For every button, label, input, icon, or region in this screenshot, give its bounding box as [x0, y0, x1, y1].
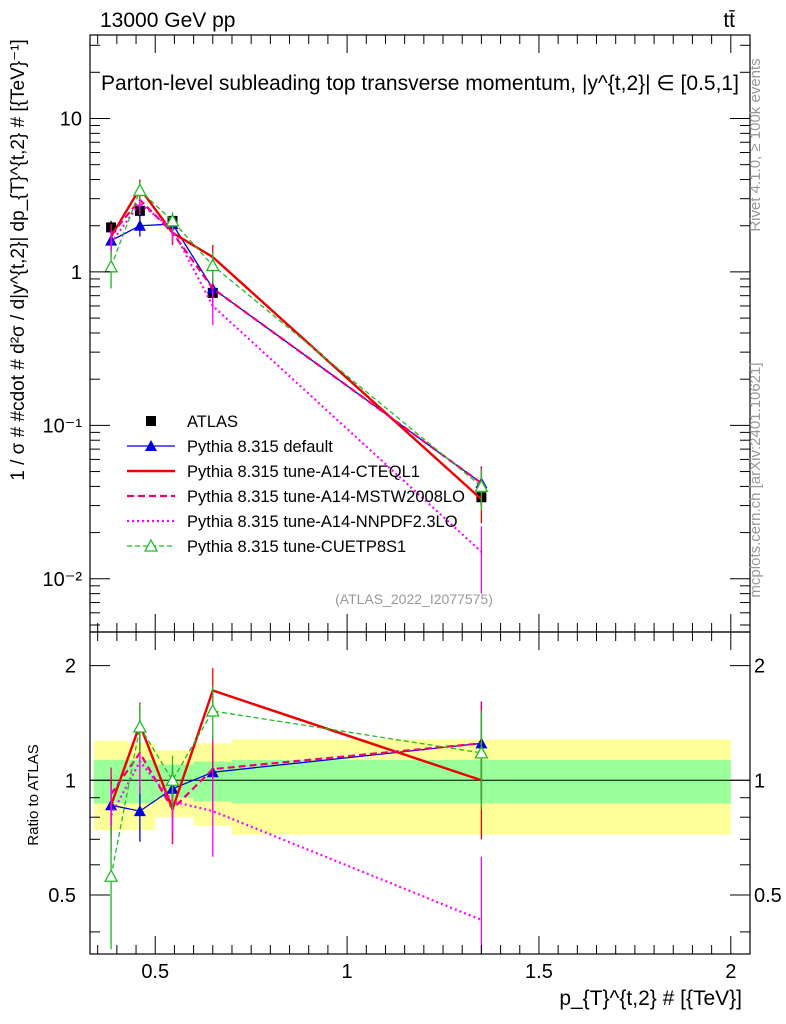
main-series-default [105, 214, 488, 506]
main-y-axis-label: 1 / σ # #cdot # d²σ / d|y^{t,2}| dp_{T}^… [8, 39, 29, 480]
x-tick-label: 1.5 [525, 961, 553, 983]
legend-marker-cuetp8s1 [143, 538, 159, 552]
main-series-cuetp8s1 [104, 182, 489, 511]
rivet-label: Rivet 4.1.0, ≥ 100k events [747, 58, 764, 231]
main-y-tick-label: 10⁻² [43, 569, 83, 591]
ratio-series-cuetp8s1 [104, 686, 489, 950]
main-y-tick-label: 10⁻¹ [43, 415, 83, 437]
ratio-y-tick-label: 2 [65, 656, 76, 678]
main-point-cuetp8s1 [132, 183, 147, 197]
main-series-atlas [106, 204, 487, 506]
legend-entry-mstw: Pythia 8.315 tune-A14-MSTW2008LO [127, 488, 465, 506]
ratio-y-tick-label-right: 0.5 [754, 885, 782, 907]
main-series-mstw [110, 190, 483, 506]
main-panel: 10⁻² 10⁻¹ 1 10 Parton-level subleading top … [8, 34, 751, 633]
ratio-point-cuetp8s1 [474, 745, 489, 759]
ratio-point-default [133, 805, 146, 817]
legend-marker-default [145, 440, 157, 451]
legend-label-cuetp8s1: Pythia 8.315 tune-CUETP8S1 [187, 538, 406, 556]
ratio-y-tick-label-right: 1 [754, 770, 765, 792]
x-axis-label: p_{T}^{t,2} # [{TeV}] [559, 987, 742, 1010]
ratio-y-tick-label-right: 2 [754, 656, 765, 678]
main-series-nnpdf [110, 193, 483, 594]
ratio-band-inner [128, 760, 156, 804]
main-title: Parton-level subleading top transverse m… [101, 72, 739, 95]
main-series-group [104, 179, 489, 594]
legend-label-cteql1: Pythia 8.315 tune-A14-CTEQL1 [187, 463, 420, 481]
ratio-point-cuetp8s1 [205, 703, 220, 717]
main-point-cuetp8s1 [205, 258, 220, 272]
ratio-point-cuetp8s1 [165, 772, 180, 786]
ratio-point-cuetp8s1 [104, 868, 119, 882]
ratio-point-cuetp8s1 [132, 719, 147, 733]
main-axis-ticks: 10⁻² 10⁻¹ 1 10 [43, 35, 750, 632]
ratio-uncertainty-bands [93, 739, 731, 835]
legend-entry-default: Pythia 8.315 default [127, 438, 333, 456]
ratio-panel: 0.5 0.5 1 1 2 2 0.5 1 1.5 2 Ratio to ATLAS p_{T}^… [25, 631, 782, 1010]
ratio-y-tick-label: 0.5 [48, 885, 76, 907]
main-y-tick-label: 1 [71, 262, 82, 284]
ratio-y-tick-label: 1 [65, 770, 76, 792]
x-tick-label: 1 [342, 961, 353, 983]
main-point-cuetp8s1 [474, 479, 489, 493]
legend-entry-nnpdf: Pythia 8.315 tune-A14-NNPDF2.3LO [127, 513, 458, 531]
main-y-tick-label: 10 [60, 108, 82, 130]
legend-entry-cuetp8s1: Pythia 8.315 tune-CUETP8S1 [127, 538, 406, 556]
legend-label-default: Pythia 8.315 default [187, 438, 333, 456]
ratio-frame [89, 631, 751, 955]
legend-marker-atlas [146, 416, 156, 426]
ratio-line-cuetp8s1 [110, 710, 482, 877]
ratio-y-axis-label: Ratio to ATLAS [25, 744, 42, 845]
main-point-default [133, 219, 146, 231]
analysis-label: (ATLAS_2022_I2077575) [335, 591, 493, 607]
legend-label-nnpdf: Pythia 8.315 tune-A14-NNPDF2.3LO [187, 513, 458, 531]
beam-label: 13000 GeV pp [100, 9, 235, 32]
mcplots-label: mcplots.cern.ch [arXiv:2401.10621] [747, 362, 764, 597]
ratio-axis-ticks: 0.5 0.5 1 1 2 2 0.5 1 1.5 2 [48, 632, 782, 983]
legend-label-atlas: ATLAS [187, 413, 238, 431]
legend-entry-atlas: ATLAS [146, 413, 238, 431]
x-tick-label: 0.5 [141, 961, 169, 983]
main-point-cuetp8s1 [165, 213, 180, 227]
x-tick-label: 2 [725, 961, 736, 983]
legend: ATLAS Pythia 8.315 default Pythia 8.315 tu… [127, 413, 465, 556]
main-point-cuetp8s1 [104, 259, 119, 273]
legend-entry-cteql1: Pythia 8.315 tune-A14-CTEQL1 [127, 463, 420, 481]
ratio-series-group [104, 668, 489, 954]
legend-label-mstw: Pythia 8.315 tune-A14-MSTW2008LO [187, 488, 465, 506]
process-label: tt̄ [723, 9, 735, 32]
